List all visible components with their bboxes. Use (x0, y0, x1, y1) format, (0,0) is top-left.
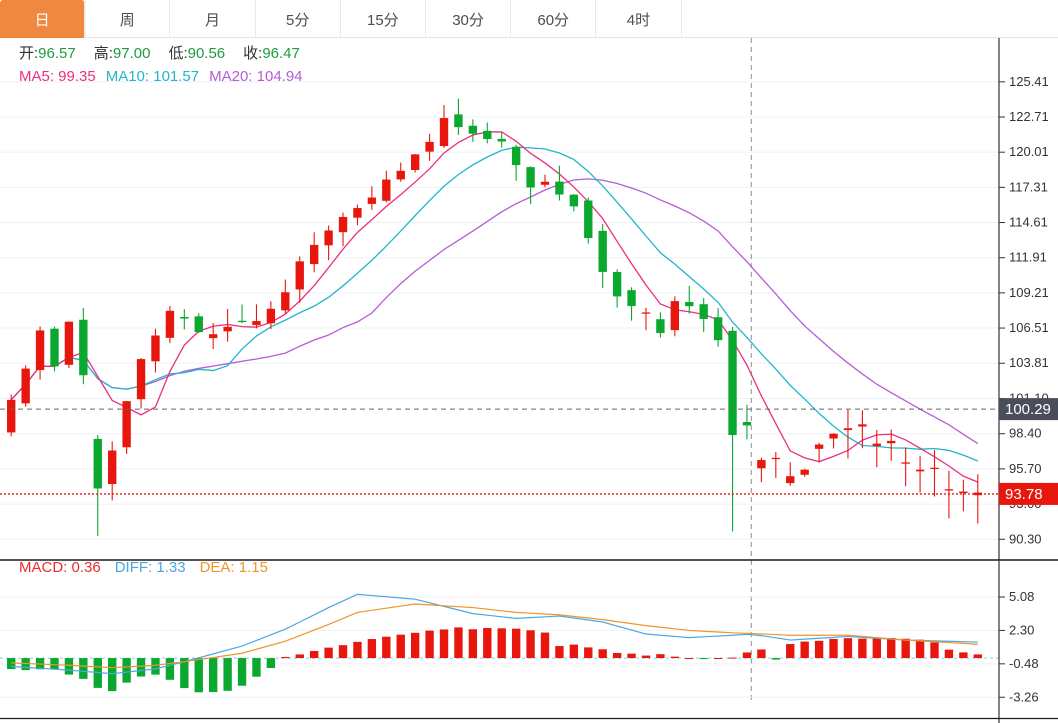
svg-text:117.31: 117.31 (1009, 179, 1048, 194)
svg-text:2.30: 2.30 (1009, 622, 1034, 637)
svg-text:90.30: 90.30 (1009, 531, 1042, 546)
svg-text:106.51: 106.51 (1009, 320, 1049, 335)
svg-text:103.81: 103.81 (1009, 355, 1049, 370)
svg-text:-3.26: -3.26 (1009, 689, 1039, 704)
svg-text:111.91: 111.91 (1009, 250, 1047, 265)
svg-text:95.70: 95.70 (1009, 461, 1042, 476)
svg-text:98.40: 98.40 (1009, 426, 1042, 441)
svg-text:120.01: 120.01 (1009, 144, 1049, 159)
svg-text:100.29: 100.29 (1005, 401, 1051, 418)
svg-text:5.08: 5.08 (1009, 589, 1034, 604)
svg-text:125.41: 125.41 (1009, 74, 1049, 89)
svg-text:109.21: 109.21 (1009, 285, 1049, 300)
svg-text:-0.48: -0.48 (1009, 656, 1039, 671)
svg-text:93.78: 93.78 (1005, 486, 1043, 503)
svg-text:114.61: 114.61 (1009, 215, 1048, 230)
svg-text:122.71: 122.71 (1009, 109, 1049, 124)
